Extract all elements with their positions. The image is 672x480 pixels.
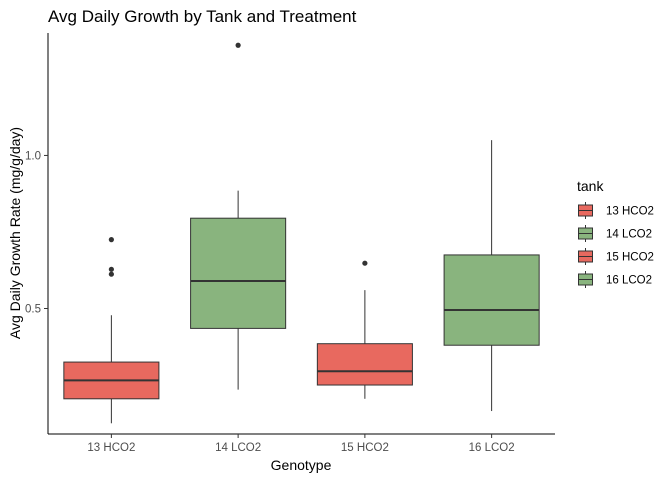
y-tick-label: 1.0 — [25, 150, 41, 162]
legend-label: 16 LCO2 — [606, 275, 652, 287]
y-axis-ticks: 0.5 1.0 — [25, 150, 48, 315]
x-axis-title: Genotype — [271, 457, 332, 473]
outlier-point — [235, 42, 241, 48]
legend-label: 15 HCO2 — [606, 252, 654, 264]
outlier-point — [362, 260, 368, 266]
legend-title: tank — [577, 178, 604, 194]
outlier-point — [108, 271, 114, 277]
x-tick-label: 14 LCO2 — [215, 442, 261, 454]
box-iqr — [443, 254, 540, 346]
x-tick-label: 13 HCO2 — [87, 442, 135, 454]
x-tick-label: 16 LCO2 — [469, 442, 515, 454]
legend-items: 13 HCO2 14 LCO2 15 HCO2 16 LCO2 — [578, 202, 654, 288]
x-tick-label: 15 HCO2 — [341, 442, 389, 454]
legend-item: 15 HCO2 — [578, 248, 654, 265]
outlier-point — [108, 237, 114, 243]
legend-label: 14 LCO2 — [606, 229, 652, 241]
chart-title: Avg Daily Growth by Tank and Treatment — [48, 7, 357, 26]
box-14-lco2 — [190, 42, 287, 390]
box-13-hco2 — [63, 237, 160, 424]
outlier-point — [108, 266, 114, 272]
boxes — [63, 42, 540, 424]
plot-area: 0.5 1.0 13 HCO2 14 LCO2 15 HCO2 16 LCO2 — [25, 33, 555, 454]
box-16-lco2 — [443, 140, 540, 412]
box-15-hco2 — [316, 260, 413, 399]
legend-item: 13 HCO2 — [578, 202, 654, 219]
legend-label: 13 HCO2 — [606, 206, 654, 218]
legend-item: 14 LCO2 — [578, 225, 652, 242]
box-iqr — [316, 343, 413, 386]
legend: tank 13 HCO2 14 LCO2 15 HCO2 16 LCO2 — [577, 178, 654, 288]
y-tick-label: 0.5 — [25, 303, 41, 315]
y-axis-title: Avg Daily Growth Rate (mg/g/day) — [7, 127, 23, 339]
box-iqr — [190, 217, 287, 329]
legend-item: 16 LCO2 — [578, 271, 652, 288]
x-axis-ticks: 13 HCO2 14 LCO2 15 HCO2 16 LCO2 — [87, 434, 515, 454]
